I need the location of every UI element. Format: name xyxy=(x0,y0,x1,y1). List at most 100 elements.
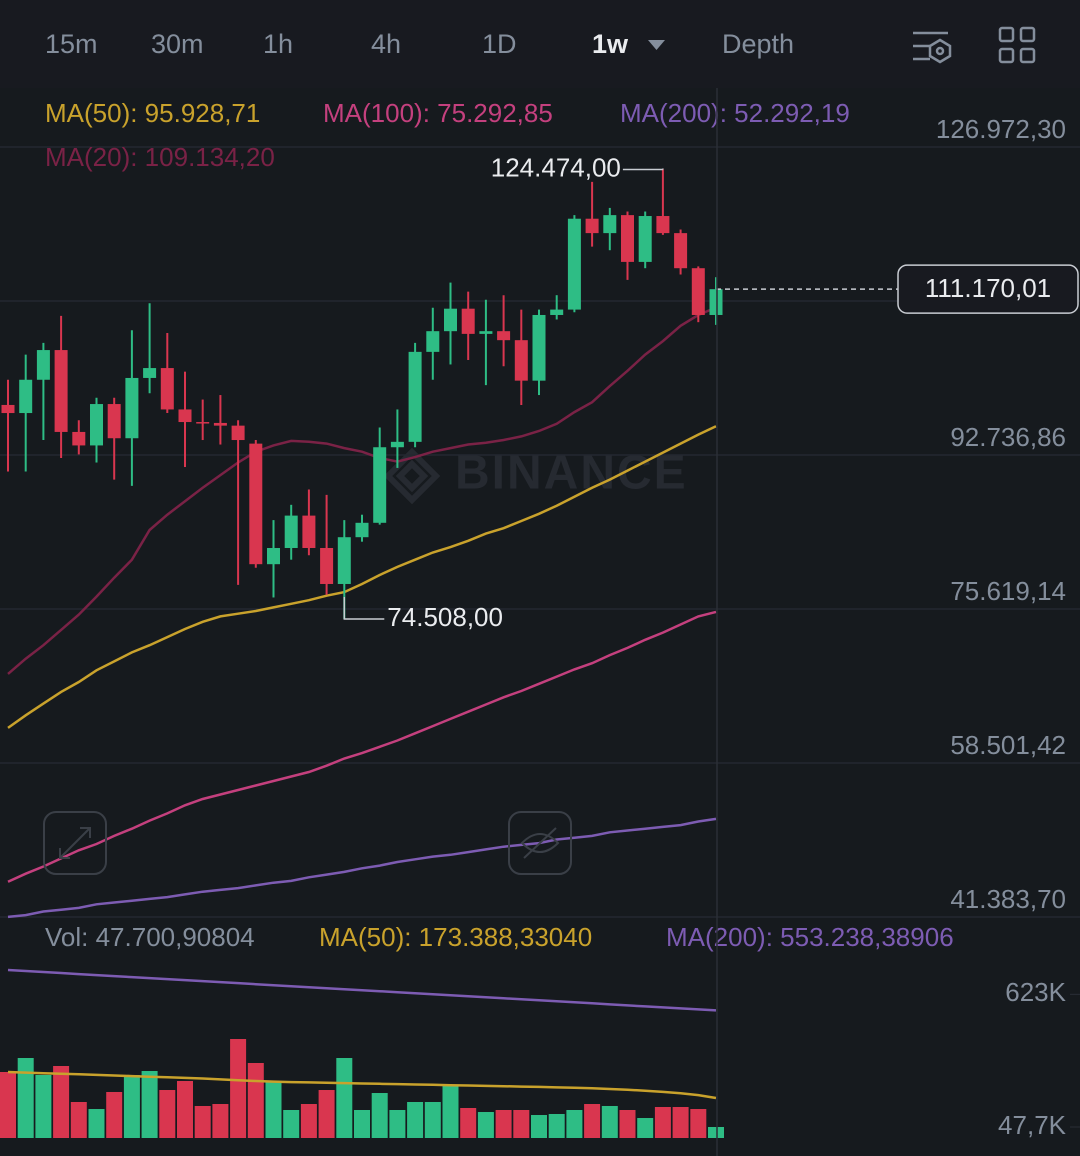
candle-body xyxy=(249,443,263,565)
candle-body xyxy=(36,350,50,380)
ma-line xyxy=(7,306,717,675)
legend-entry: MA(200): 52.292,19 xyxy=(620,98,850,128)
candle-body xyxy=(514,340,528,381)
volume-bar xyxy=(637,1118,654,1138)
candle-body xyxy=(408,351,422,442)
last-price-tag xyxy=(897,264,1079,314)
candle-body xyxy=(19,379,33,414)
candle-body xyxy=(444,308,457,332)
y-tick-label: 92.736,86 xyxy=(950,422,1066,452)
volume-bar xyxy=(177,1080,193,1138)
settings-icon[interactable] xyxy=(913,31,952,64)
volume-bar xyxy=(336,1057,353,1138)
volume-bar xyxy=(584,1104,601,1138)
candle-body xyxy=(125,377,139,439)
volume-bar xyxy=(460,1107,477,1138)
candle-body xyxy=(320,547,334,584)
ma-line xyxy=(7,610,717,883)
tab[interactable]: 30m xyxy=(151,29,204,59)
dropdown-caret[interactable] xyxy=(648,40,665,50)
volume-bar xyxy=(88,1109,105,1138)
volume-bar xyxy=(354,1110,370,1138)
volume-bar xyxy=(566,1110,583,1138)
ma-line xyxy=(7,817,717,919)
legend-entry: MA(20): 109.134,20 xyxy=(45,142,275,172)
legend-entry: MA(100): 75.292,85 xyxy=(323,98,553,128)
candle-body xyxy=(231,425,245,441)
y-tick-label: 75.619,14 xyxy=(950,576,1066,606)
volume-bar xyxy=(300,1104,317,1138)
volume-bar xyxy=(318,1090,335,1138)
candle-body xyxy=(337,537,351,584)
volume-bar xyxy=(690,1109,707,1138)
volume-bar xyxy=(708,1126,724,1138)
ma-line xyxy=(7,425,717,729)
candle-body xyxy=(373,447,387,523)
hide-icon xyxy=(520,827,560,859)
volume-bar xyxy=(389,1110,406,1138)
volume-bar xyxy=(477,1112,494,1138)
candle-body xyxy=(54,350,68,432)
volume-bar xyxy=(495,1110,512,1138)
legend-entry: MA(50): 173.388,33040 xyxy=(319,922,592,952)
volume-bar xyxy=(159,1090,176,1138)
tab[interactable]: 1h xyxy=(263,29,293,59)
volume-bar xyxy=(654,1107,671,1138)
volume-bar xyxy=(70,1102,87,1138)
y-tick-label: 623K xyxy=(1005,977,1066,1007)
candle-body xyxy=(709,289,723,315)
volume-bar xyxy=(194,1105,211,1138)
volume-bar xyxy=(513,1110,530,1138)
volume-bar xyxy=(619,1110,636,1138)
candle-body xyxy=(284,515,298,548)
volume-bar xyxy=(230,1038,247,1138)
volume-bar xyxy=(212,1104,229,1138)
candle-body xyxy=(72,431,86,446)
tab[interactable]: 1w xyxy=(592,29,629,59)
candle-body xyxy=(497,331,511,341)
volume-bar xyxy=(283,1110,300,1138)
candle-body xyxy=(355,522,369,538)
candle-body xyxy=(621,215,634,262)
legend-entry: MA(50): 95.928,71 xyxy=(45,98,260,128)
expand-icon xyxy=(59,827,91,859)
candle-body xyxy=(532,314,546,381)
y-tick-label: 47,7K xyxy=(998,1110,1067,1140)
candle-body xyxy=(461,308,475,334)
candle-body xyxy=(213,422,227,426)
volume-bar xyxy=(424,1102,441,1138)
candle-body xyxy=(107,404,121,439)
candle-body xyxy=(160,368,174,410)
volume-bar xyxy=(247,1063,264,1138)
annotation-label: 74.508,00 xyxy=(387,602,503,632)
candle-body xyxy=(691,268,705,315)
tab[interactable]: 1D xyxy=(482,29,517,59)
last-price-label: 111.170,01 xyxy=(925,273,1051,303)
candle-body xyxy=(90,404,103,446)
watermark-logo xyxy=(383,447,441,505)
expand-button[interactable] xyxy=(43,811,107,875)
tab[interactable]: Depth xyxy=(722,29,794,59)
volume-bar xyxy=(0,1071,16,1138)
volume-bar xyxy=(53,1066,70,1138)
volume-bar xyxy=(548,1113,565,1138)
volume-bar xyxy=(601,1105,618,1138)
layout-icon[interactable] xyxy=(998,26,1036,64)
candle-body xyxy=(479,331,493,334)
tab[interactable]: 15m xyxy=(45,29,98,59)
volume-bar xyxy=(106,1091,123,1138)
candle-body xyxy=(638,216,652,262)
candle-body xyxy=(550,309,564,315)
legend-entry: MA(200): 553.238,38906 xyxy=(666,922,954,952)
tab[interactable]: 4h xyxy=(371,29,401,59)
candle-body xyxy=(426,331,440,352)
volume-bar xyxy=(442,1085,459,1138)
candle-body xyxy=(656,216,670,234)
volume-ma-line xyxy=(7,1070,717,1100)
y-tick-label: 126.972,30 xyxy=(936,114,1066,144)
candle-body xyxy=(178,409,192,423)
hide-button[interactable] xyxy=(508,811,572,875)
volume-bar xyxy=(407,1102,424,1138)
candle-body xyxy=(143,368,157,378)
candle-body xyxy=(585,218,599,234)
